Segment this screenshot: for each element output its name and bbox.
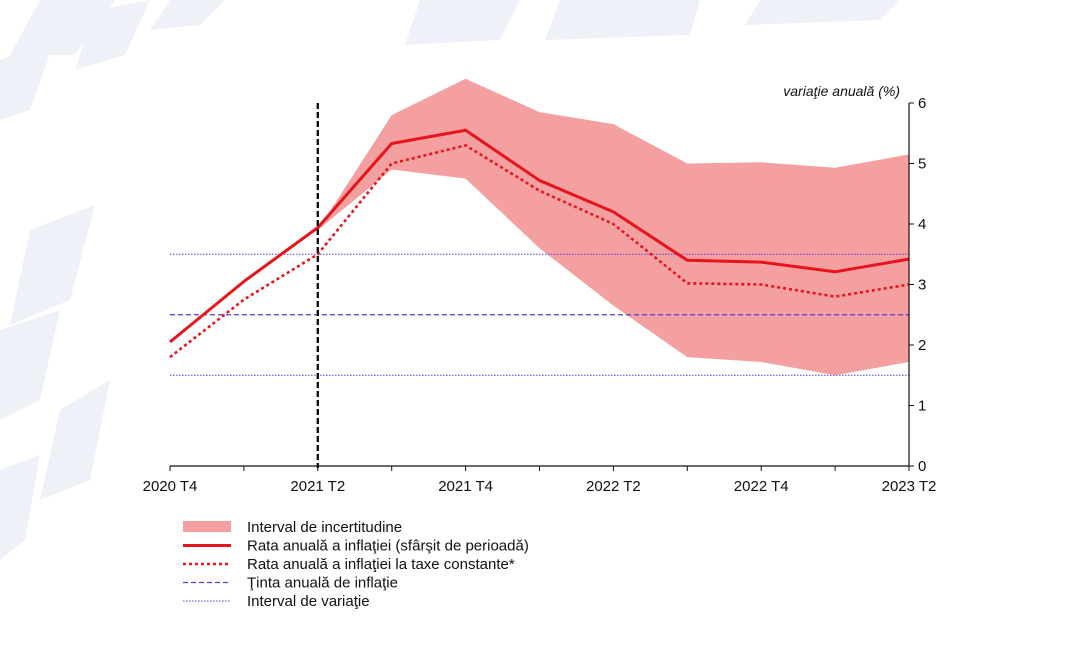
legend: Interval de incertitudine Rata anuală a i… (183, 519, 529, 610)
reference-lines-layer (170, 253, 909, 376)
legend-item-inflation-constant-taxes-label: Rata anuală a inflaţiei la taxe constant… (247, 556, 515, 573)
legend-item-variation-interval-label: Interval de variaţie (247, 593, 370, 610)
x-tick-label: 2023 T2 (882, 478, 937, 495)
legend-item-uncertainty-band-label: Interval de incertitudine (247, 519, 402, 536)
uncertainty-band-layer (317, 78, 909, 376)
series-layer (169, 128, 910, 359)
axes-layer: 2020 T4 2021 T2 2021 T4 2022 T2 2022 T4 2023 … (143, 95, 937, 495)
series-line-inflation-rate (169, 128, 910, 344)
y-tick-label: 0 (918, 458, 926, 475)
x-tick-label: 2021 T4 (438, 478, 493, 495)
x-tick-label: 2022 T4 (734, 478, 789, 495)
y-axis-unit-label: variaţie anuală (%) (783, 83, 900, 99)
y-tick-label: 3 (918, 277, 926, 294)
x-tick-label: 2021 T2 (290, 478, 345, 495)
y-tick-label: 5 (918, 156, 926, 173)
legend-item-inflation-target-label: Ţinta anuală de inflaţie (247, 575, 398, 592)
y-tick-label: 1 (918, 398, 926, 415)
y-tick-label: 6 (918, 95, 926, 112)
x-tick-label: 2022 T2 (586, 478, 641, 495)
legend-item-inflation-rate-label: Rata anuală a inflaţiei (sfârşit de peri… (247, 538, 529, 555)
y-tick-label: 2 (918, 337, 926, 354)
x-tick-label: 2020 T4 (143, 478, 198, 495)
uncertainty-band (317, 78, 909, 376)
legend-item-uncertainty-band-swatch (183, 521, 231, 532)
series-line-inflation-constant-taxes (169, 144, 910, 359)
y-tick-label: 4 (918, 216, 926, 233)
